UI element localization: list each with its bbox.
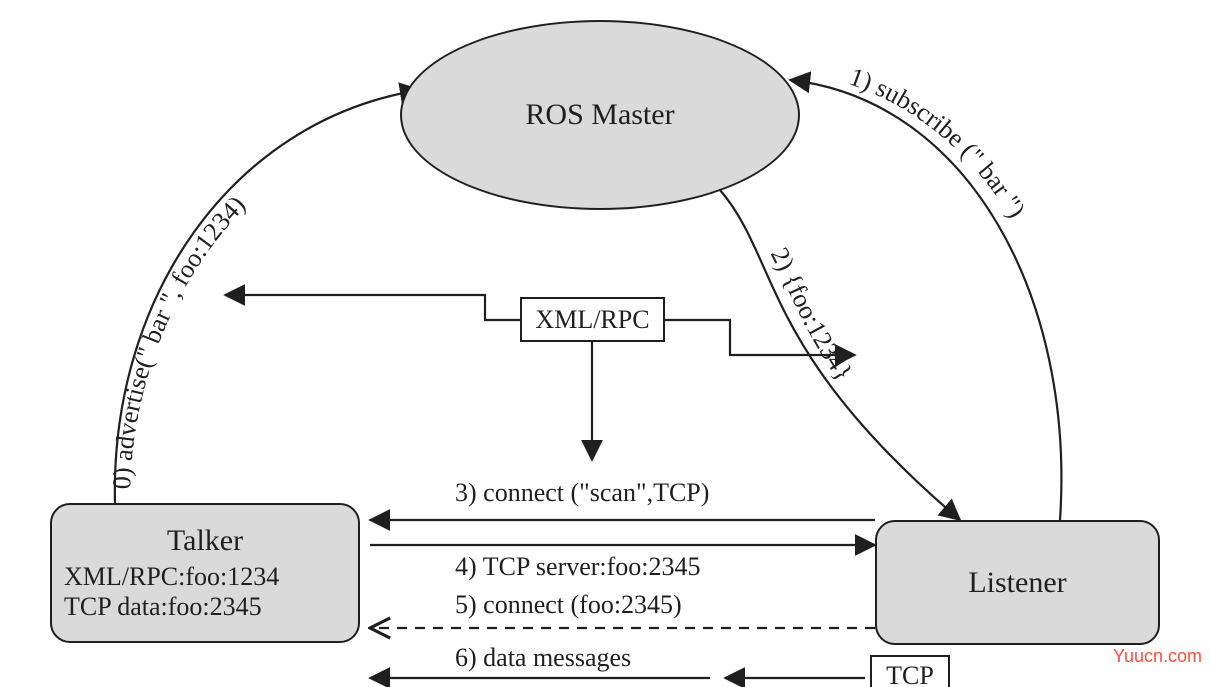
node-talker-title: Talker (167, 524, 243, 558)
node-xmlrpc-label: XML/RPC (535, 305, 649, 335)
svg-text:0) advertise(" bar ", foo:123: 0) advertise(" bar ", foo:1234) (107, 190, 251, 490)
node-listener: Listener (875, 520, 1160, 645)
node-master: ROS Master (400, 20, 800, 210)
node-master-label: ROS Master (525, 98, 674, 132)
watermark: Yuucn.com (1113, 646, 1202, 667)
edge-label-3: 3) connect ("scan",TCP) (455, 478, 709, 508)
node-talker: Talker XML/RPC:foo:1234 TCP data:foo:234… (50, 503, 360, 643)
edge-label-4: 4) TCP server:foo:2345 (455, 552, 701, 582)
edge-label-6: 6) data messages (455, 643, 631, 673)
node-xmlrpc: XML/RPC (520, 297, 665, 342)
node-tcp: TCP (870, 655, 950, 687)
edge-label-5: 5) connect (foo:2345) (455, 590, 682, 620)
edge-label-2: 2) {foo:1234} (765, 243, 859, 386)
edge-label-1: 1) subscribe (" bar ") (846, 62, 1032, 223)
edge-label-0: 0) advertise(" bar ", foo:1234) (107, 190, 251, 490)
node-tcp-label: TCP (886, 661, 934, 687)
node-talker-line2: TCP data:foo:2345 (64, 592, 262, 622)
node-listener-title: Listener (968, 566, 1066, 600)
svg-text:2) {foo:1234}: 2) {foo:1234} (765, 243, 859, 386)
svg-text:1) subscribe (" bar "): 1) subscribe (" bar ") (846, 62, 1032, 223)
edge-1 (790, 80, 1061, 520)
xmlrpc-left (225, 295, 520, 320)
node-talker-line1: XML/RPC:foo:1234 (64, 562, 279, 592)
